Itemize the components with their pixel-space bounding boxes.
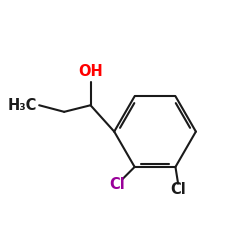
Text: H₃C: H₃C (8, 98, 37, 113)
Text: Cl: Cl (110, 176, 126, 192)
Text: Cl: Cl (170, 182, 186, 197)
Text: OH: OH (78, 64, 103, 80)
